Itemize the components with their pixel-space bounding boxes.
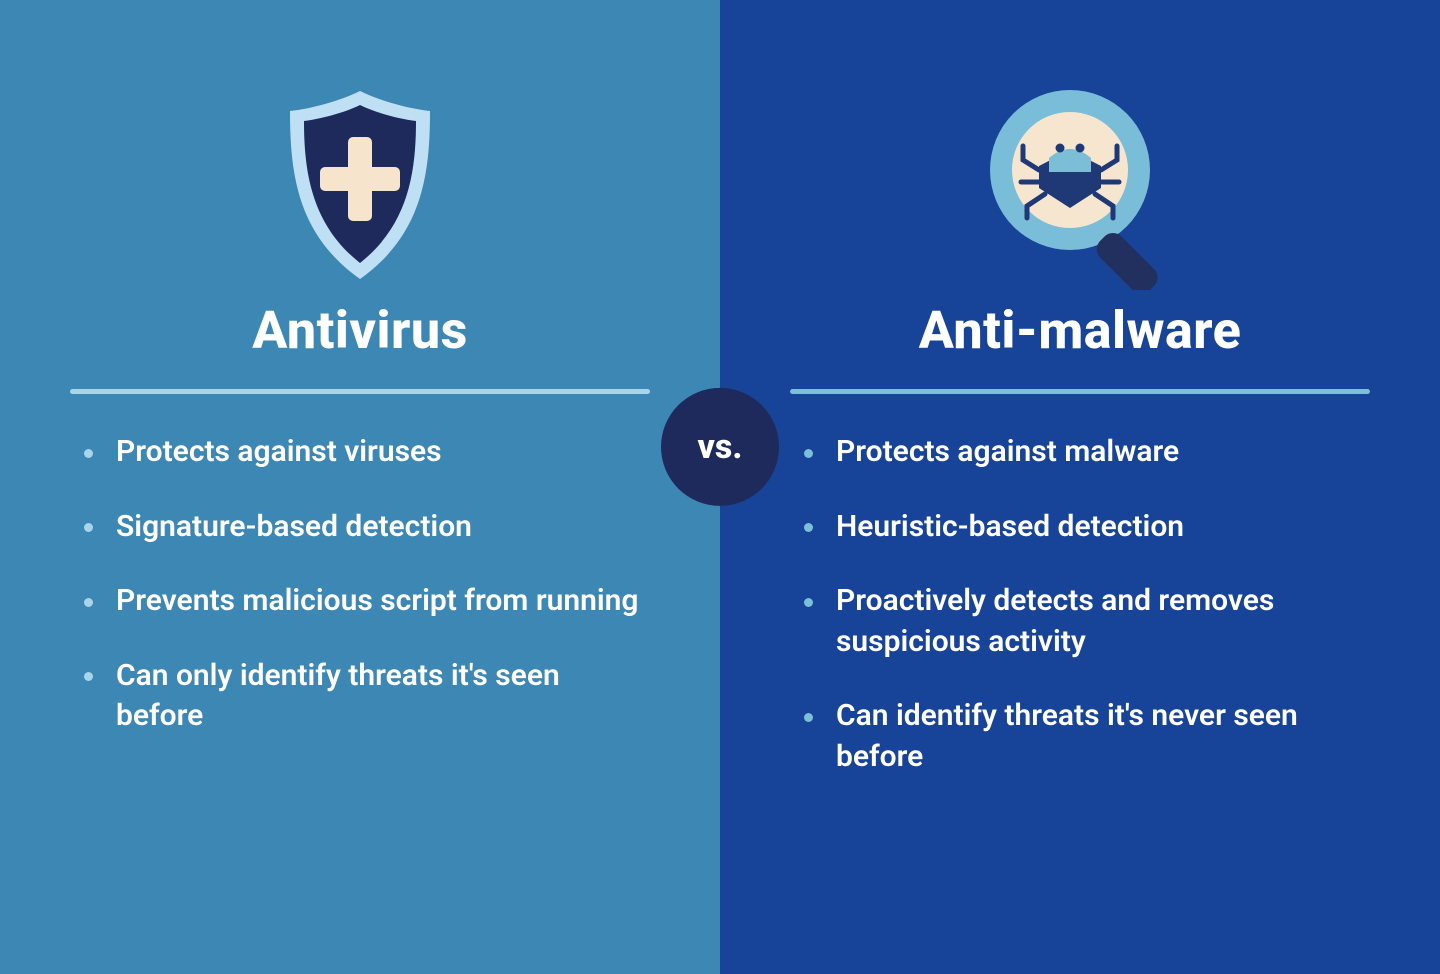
left-icon-wrap xyxy=(70,70,650,300)
list-item: Can identify threats it's never seen bef… xyxy=(800,696,1370,777)
right-bullets: Protects against malware Heuristic-based… xyxy=(790,432,1370,811)
left-bullets: Protects against viruses Signature-based… xyxy=(70,432,650,771)
bug-eye-left xyxy=(1056,144,1065,153)
right-divider xyxy=(790,389,1370,394)
left-heading: Antivirus xyxy=(70,300,650,361)
list-item: Proactively detects and removes suspicio… xyxy=(800,581,1370,662)
shield-icon xyxy=(270,85,450,285)
list-item: Protects against viruses xyxy=(80,432,650,473)
left-divider xyxy=(70,389,650,394)
list-item: Signature-based detection xyxy=(80,507,650,548)
comparison-container: Antivirus Protects against viruses Signa… xyxy=(0,0,1440,974)
right-panel: Anti-malware Protects against malware He… xyxy=(720,0,1440,974)
list-item: Can only identify threats it's seen befo… xyxy=(80,656,650,737)
left-panel: Antivirus Protects against viruses Signa… xyxy=(0,0,720,974)
list-item: Heuristic-based detection xyxy=(800,507,1370,548)
vs-label: vs. xyxy=(698,427,743,467)
vs-badge: vs. xyxy=(661,388,779,506)
magnifier-bug-icon xyxy=(975,80,1185,290)
right-heading: Anti-malware xyxy=(790,300,1370,361)
list-item: Prevents malicious script from running xyxy=(80,581,650,622)
right-icon-wrap xyxy=(790,70,1370,300)
bug-eye-right xyxy=(1076,144,1085,153)
list-item: Protects against malware xyxy=(800,432,1370,473)
